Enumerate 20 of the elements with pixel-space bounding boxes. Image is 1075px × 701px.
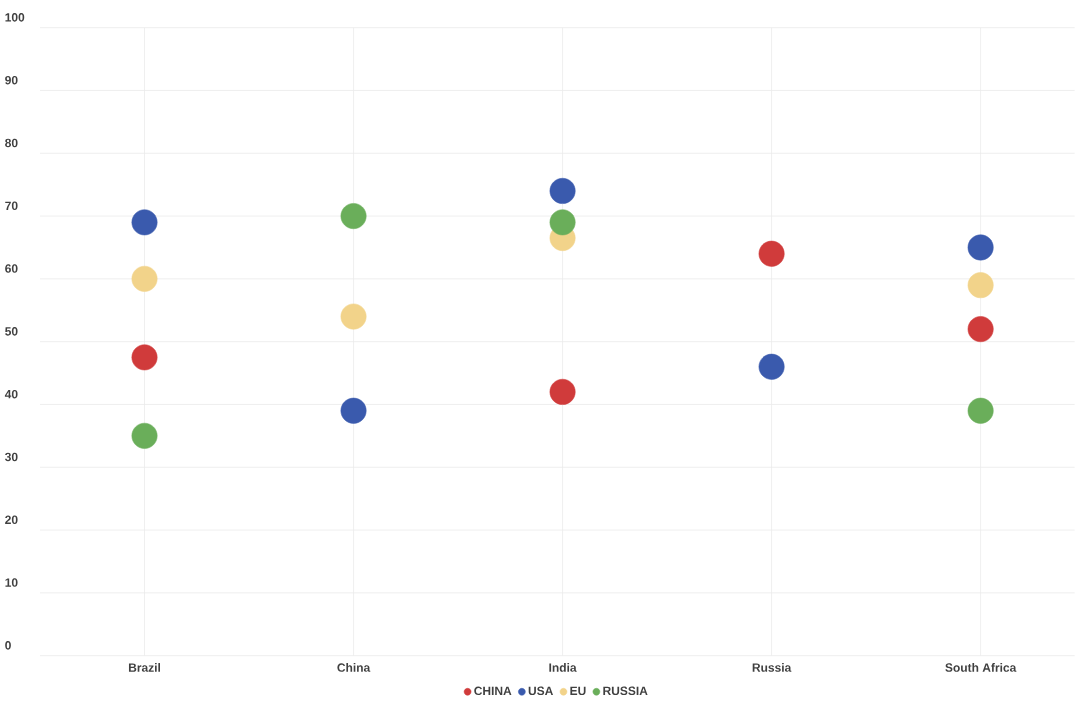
y-tick-label: 90 [5, 75, 18, 85]
x-tick-label: South Africa [945, 663, 1017, 672]
y-tick-label: 50 [5, 327, 18, 336]
y-tick-label: 60 [5, 264, 18, 273]
legend-label: EU [570, 686, 586, 696]
legend-label: USA [528, 686, 554, 696]
y-tick-label: 70 [5, 201, 18, 211]
y-tick-label: 10 [5, 578, 18, 587]
y-tick-label: 80 [5, 138, 18, 148]
y-tick-label: 20 [5, 515, 18, 525]
y-tick-label: 0 [5, 641, 11, 650]
x-tick-label: China [337, 663, 371, 672]
y-tick-label: 40 [4, 389, 18, 399]
y-tick-label: 30 [4, 452, 18, 462]
x-tick-label: Brazil [128, 663, 160, 672]
y-tick-label: 100 [5, 13, 25, 22]
x-tick-label: Russia [752, 663, 792, 672]
x-tick-label: India [549, 663, 577, 672]
legend-label: CHINA [474, 686, 512, 696]
legend-label: RUSSIA [603, 686, 648, 696]
